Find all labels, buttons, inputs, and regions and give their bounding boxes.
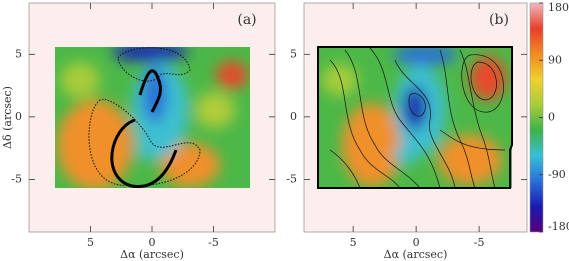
colorbar-tick-label: 0 <box>548 111 555 124</box>
map-b-outline <box>317 46 513 189</box>
colorbar-tick-label: -180 <box>548 220 569 233</box>
y-tick-label: -5 <box>11 172 22 185</box>
y-tick-label: 0 <box>15 110 22 123</box>
y-tick-label: -5 <box>286 172 297 185</box>
map-a <box>55 47 250 188</box>
x-tick-label: -5 <box>474 236 485 249</box>
y-tick-label: 0 <box>290 110 297 123</box>
colorbar-tick-label: 90 <box>548 53 562 66</box>
x-tick-label: 5 <box>87 236 94 249</box>
x-axis-label: Δα (arcsec) <box>120 248 184 261</box>
colorbar-tick-label: -90 <box>548 168 566 181</box>
x-tick-label: 0 <box>149 236 156 249</box>
y-axis-label: Δδ (arcsec) <box>1 86 14 149</box>
x-tick-label: 0 <box>413 236 420 249</box>
x-axis-label: Δα (arcsec) <box>384 248 448 261</box>
frame <box>303 2 528 233</box>
map-b <box>318 47 512 188</box>
x-tick-label: 5 <box>350 236 357 249</box>
colorbar-tick-label: 180 <box>548 1 569 14</box>
panel-label: (b) <box>489 12 509 28</box>
y-tick-label: 5 <box>15 47 22 60</box>
panel-label: (a) <box>237 12 256 28</box>
y-tick-label: 5 <box>290 47 297 60</box>
x-tick-label: -5 <box>208 236 219 249</box>
